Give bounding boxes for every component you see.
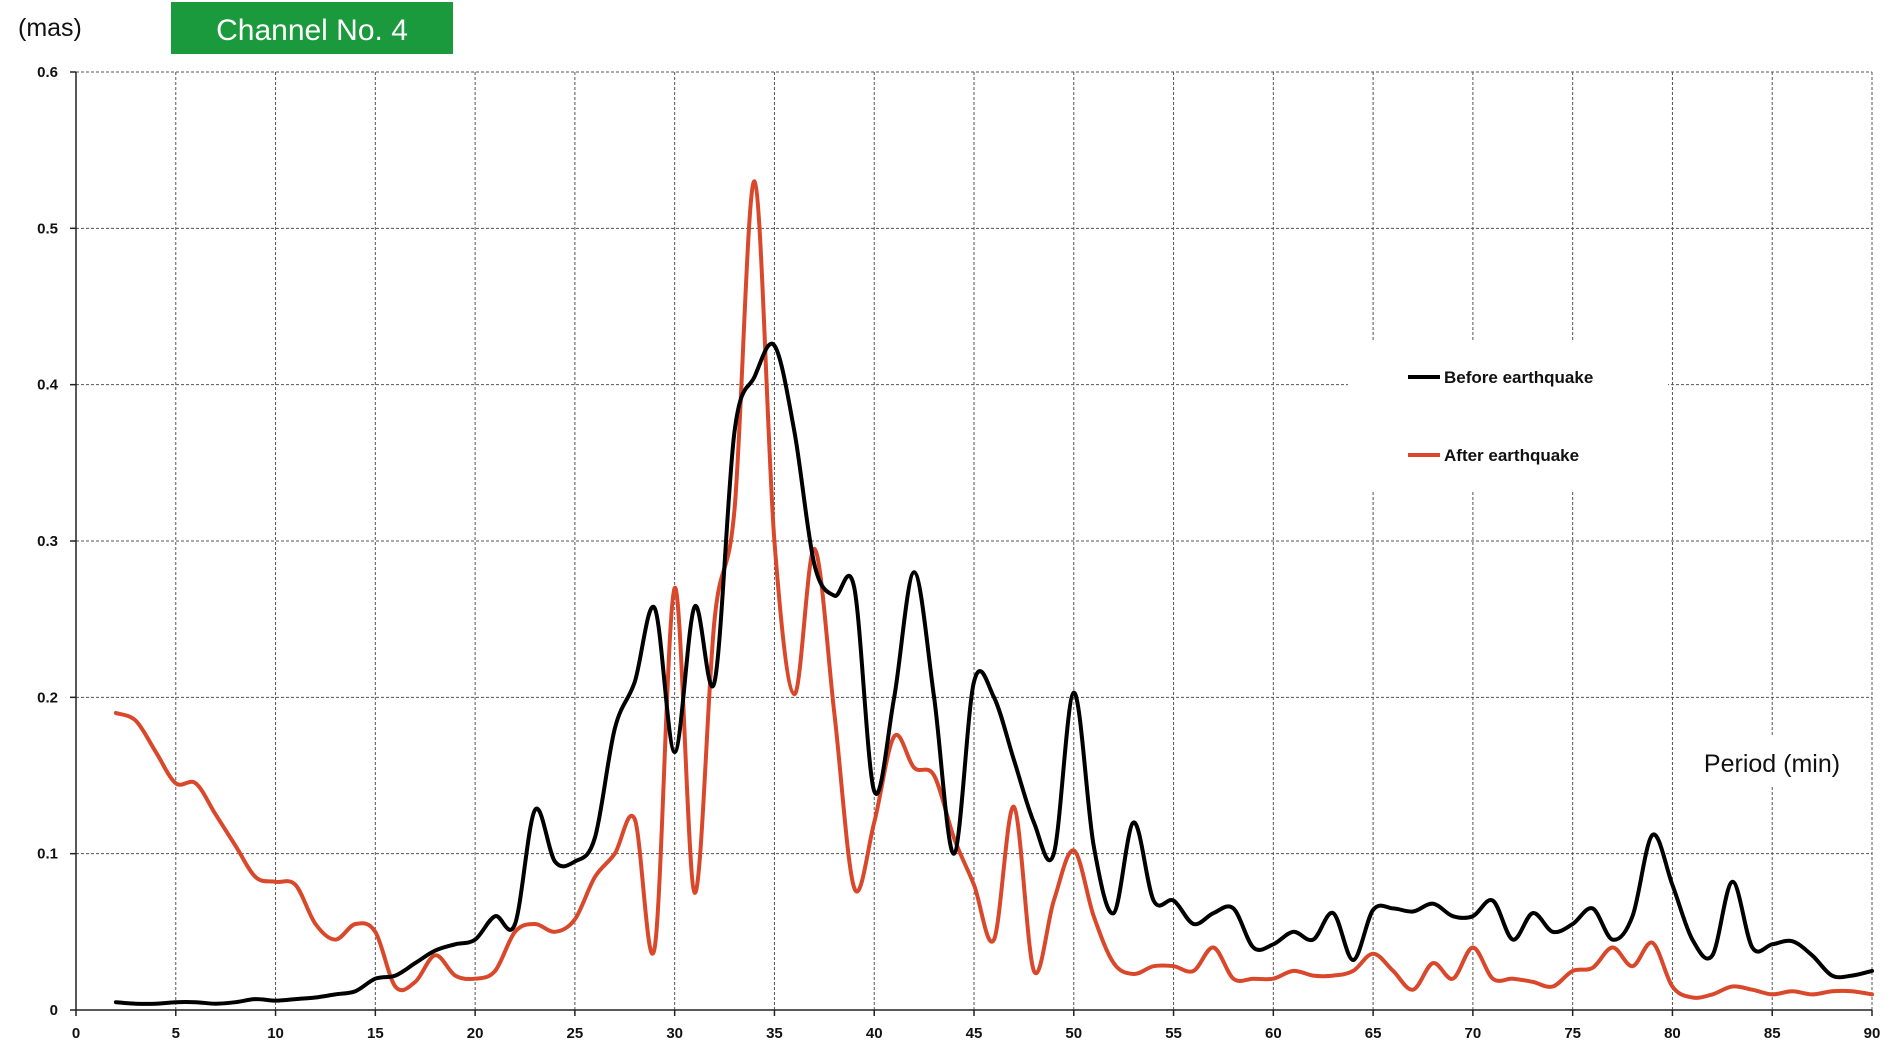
x-tick-label: 35	[766, 1025, 783, 1042]
x-tick-label: 70	[1465, 1025, 1482, 1042]
legend-box	[1348, 342, 1668, 490]
series-line-after-earthquake	[113, 179, 1874, 1000]
y-tick-label: 0.4	[37, 377, 59, 394]
x-tick-label: 55	[1165, 1025, 1182, 1042]
x-tick-label: 45	[966, 1025, 983, 1042]
y-tick-label: 0.5	[37, 220, 58, 237]
legend-label-before: Before earthquake	[1444, 368, 1593, 387]
series-lines	[113, 179, 1874, 1006]
x-tick-label: 65	[1365, 1025, 1382, 1042]
x-title-background	[1680, 735, 1865, 785]
y-tick-label: 0.3	[37, 533, 58, 550]
title-badge: Channel No. 4	[171, 2, 453, 54]
y-tick-label: 0.6	[37, 64, 58, 81]
x-tick-label: 40	[866, 1025, 883, 1042]
series-line-before-earthquake	[113, 341, 1874, 1006]
x-tick-label: 85	[1764, 1025, 1781, 1042]
y-tick-label: 0	[50, 1002, 58, 1019]
y-tick-label: 0.1	[37, 846, 58, 863]
x-tick-label: 20	[467, 1025, 484, 1042]
x-tick-label: 0	[72, 1025, 80, 1042]
x-tick-label: 90	[1864, 1025, 1881, 1042]
x-tick-label: 25	[567, 1025, 584, 1042]
y-tick-labels: 0 0.1 0.2 0.3 0.4 0.5 0.6	[37, 64, 76, 1019]
legend-label-after: After earthquake	[1444, 446, 1579, 465]
x-axis-title: Period (min)	[1704, 750, 1840, 778]
x-tick-label: 10	[267, 1025, 284, 1042]
x-tick-label: 5	[172, 1025, 180, 1042]
x-tick-label: 50	[1065, 1025, 1082, 1042]
y-tick-label: 0.2	[37, 689, 58, 706]
x-tick-label: 60	[1265, 1025, 1282, 1042]
grid-lines	[76, 71, 1873, 1010]
legend: Before earthquake After earthquake	[1348, 342, 1668, 490]
x-tick-label: 15	[367, 1025, 384, 1042]
y-unit-label: (mas)	[18, 14, 82, 42]
x-tick-label: 30	[666, 1025, 683, 1042]
x-tick-label: 80	[1664, 1025, 1681, 1042]
title-badge-background	[171, 2, 453, 54]
x-tick-label: 75	[1564, 1025, 1581, 1042]
chart-title: Channel No. 4	[216, 14, 408, 47]
x-tick-labels: 0 5 10 15 20 25 30 35 40 45 50 55 60 65 70 75 80 85 90	[72, 1010, 1881, 1042]
